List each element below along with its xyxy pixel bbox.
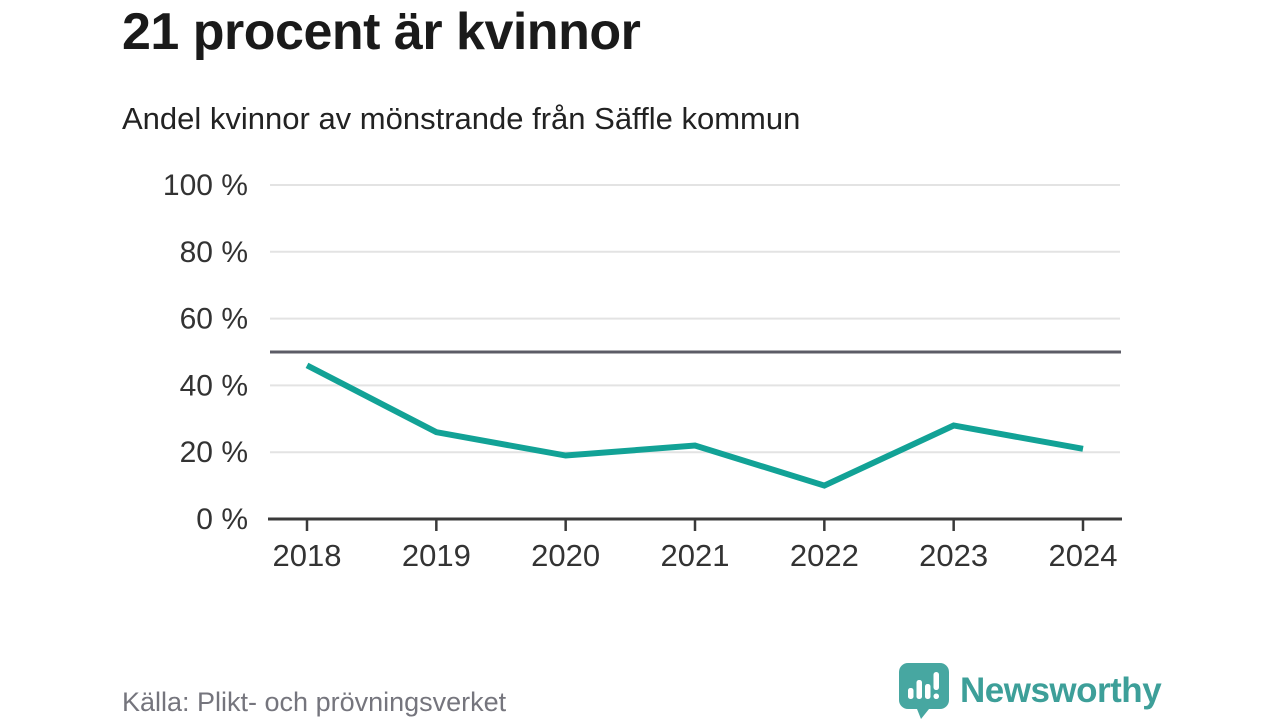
source-note: Källa: Plikt- och prövningsverket xyxy=(122,687,507,717)
y-axis-tick-label: 100 % xyxy=(163,169,248,202)
x-axis-tick-label: 2021 xyxy=(661,538,730,573)
bar-2 xyxy=(916,680,922,699)
x-axis-tick-label: 2022 xyxy=(790,538,859,573)
trend-line xyxy=(305,362,1084,489)
y-axis-tick-label: 20 % xyxy=(180,436,248,469)
chart-subtitle: Andel kvinnor av mönstrande från Säffle … xyxy=(122,101,801,136)
x-axis-tick-label: 2023 xyxy=(919,538,988,573)
bar-1 xyxy=(908,688,914,699)
exclamation-dot xyxy=(933,693,939,699)
y-axis-tick-label: 40 % xyxy=(180,369,248,402)
bar-3 xyxy=(925,684,931,699)
newsworthy-logo: Newsworthy xyxy=(898,662,1162,719)
y-axis-tick-label: 60 % xyxy=(180,303,248,336)
y-axis-tick-label: 80 % xyxy=(180,236,248,269)
x-axis-tick-label: 2020 xyxy=(531,538,600,573)
newsworthy-logo-icon xyxy=(899,663,949,719)
x-axis-tick-label: 2018 xyxy=(273,538,342,573)
speech-bubble-shape xyxy=(899,663,949,719)
newsworthy-wordmark: Newsworthy xyxy=(960,670,1162,710)
exclamation-stem xyxy=(933,672,939,690)
x-axis-tick-label: 2024 xyxy=(1049,538,1118,573)
y-axis-tick-label: 0 % xyxy=(196,503,248,536)
chart-title: 21 procent är kvinnor xyxy=(122,3,641,61)
x-axis-tick-label: 2019 xyxy=(402,538,471,573)
